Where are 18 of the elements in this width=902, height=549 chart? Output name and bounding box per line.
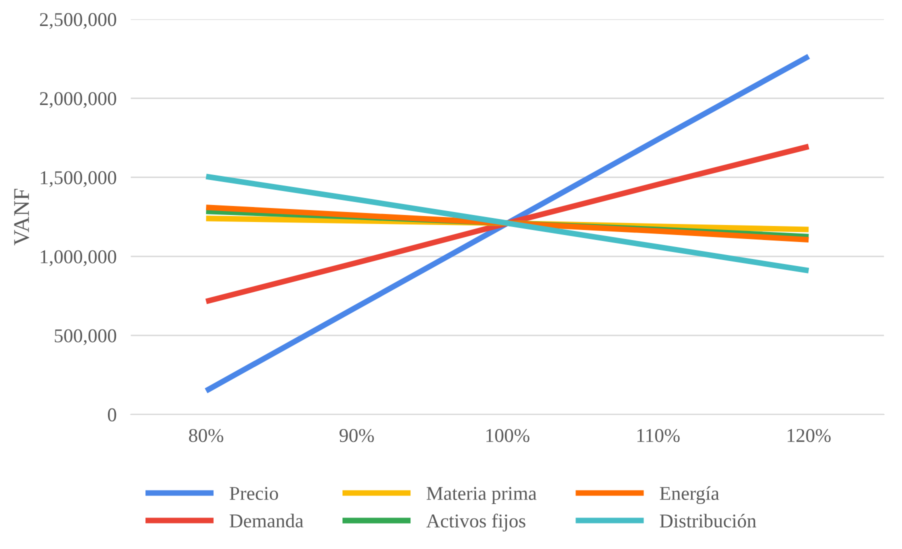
- y-tick-label: 0: [108, 408, 116, 422]
- y-tick-label: 1,000,000: [40, 250, 116, 266]
- y-tick-label: 2,000,000: [40, 92, 116, 108]
- x-tick-label: 100%: [486, 428, 530, 442]
- legend-label: Activos fijos: [426, 514, 526, 532]
- legend-label: Distribución: [660, 514, 756, 528]
- legend-label: Energía: [660, 486, 720, 504]
- y-axis-title: VANF: [14, 188, 30, 246]
- y-tick-label: 500,000: [54, 329, 116, 346]
- legend-label: Demanda: [230, 514, 304, 528]
- y-tick-label: 2,500,000: [40, 13, 116, 29]
- x-tick-label: 80%: [189, 428, 224, 442]
- legend-label: Precio: [230, 486, 278, 500]
- x-tick-label: 120%: [788, 428, 831, 442]
- x-tick-label: 90%: [340, 428, 374, 442]
- x-tick-label: 110%: [637, 428, 680, 442]
- legend-label: Materia prima: [426, 486, 537, 504]
- y-tick-label: 1,500,000: [40, 171, 116, 188]
